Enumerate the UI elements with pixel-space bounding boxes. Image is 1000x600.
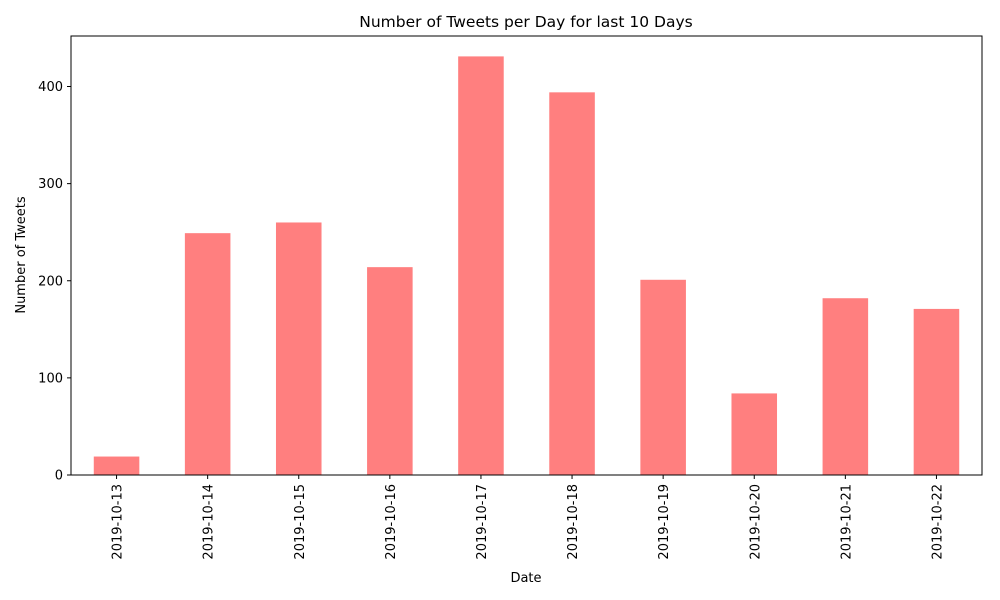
- x-tick-label: 2019-10-15: [293, 484, 308, 560]
- x-tick-label: 2019-10-22: [930, 484, 945, 560]
- y-tick-label: 200: [38, 274, 63, 289]
- bar-2019-10-20: [731, 393, 778, 475]
- x-tick-label: 2019-10-20: [748, 484, 763, 560]
- y-tick-label: 400: [38, 80, 63, 95]
- x-tick-label: 2019-10-16: [384, 484, 399, 560]
- x-tick-label: 2019-10-13: [111, 484, 126, 560]
- x-tick-label: 2019-10-21: [839, 484, 854, 560]
- chart-title: Number of Tweets per Day for last 10 Day…: [359, 13, 692, 31]
- bar-2019-10-22: [913, 308, 960, 475]
- bar-2019-10-16: [367, 267, 413, 475]
- bar-2019-10-15: [275, 222, 322, 475]
- bar-2019-10-14: [184, 233, 231, 475]
- y-tick-label: 0: [55, 469, 63, 484]
- y-tick-label: 100: [38, 371, 63, 386]
- plot-frame: [70, 35, 983, 476]
- bar-2019-10-19: [640, 279, 686, 475]
- bar-2019-10-21: [822, 298, 869, 475]
- x-axis-title: Date: [510, 571, 541, 586]
- x-tick-label: 2019-10-18: [566, 484, 581, 560]
- x-tick-label: 2019-10-14: [202, 484, 217, 560]
- bars-group: [93, 56, 960, 476]
- bar-2019-10-13: [93, 456, 140, 475]
- x-tick-label: 2019-10-17: [475, 484, 490, 560]
- y-tick-label: 300: [38, 177, 63, 192]
- y-axis-title: Number of Tweets: [14, 196, 29, 314]
- x-axis-ticks: 2019-10-13 2019-10-14 2019-10-15 2019-10-16…: [111, 475, 945, 560]
- y-axis-ticks: 0 100 200 300 400: [38, 80, 71, 484]
- bar-2019-10-18: [549, 92, 595, 476]
- x-tick-label: 2019-10-19: [657, 484, 672, 560]
- bar-2019-10-17: [458, 56, 504, 475]
